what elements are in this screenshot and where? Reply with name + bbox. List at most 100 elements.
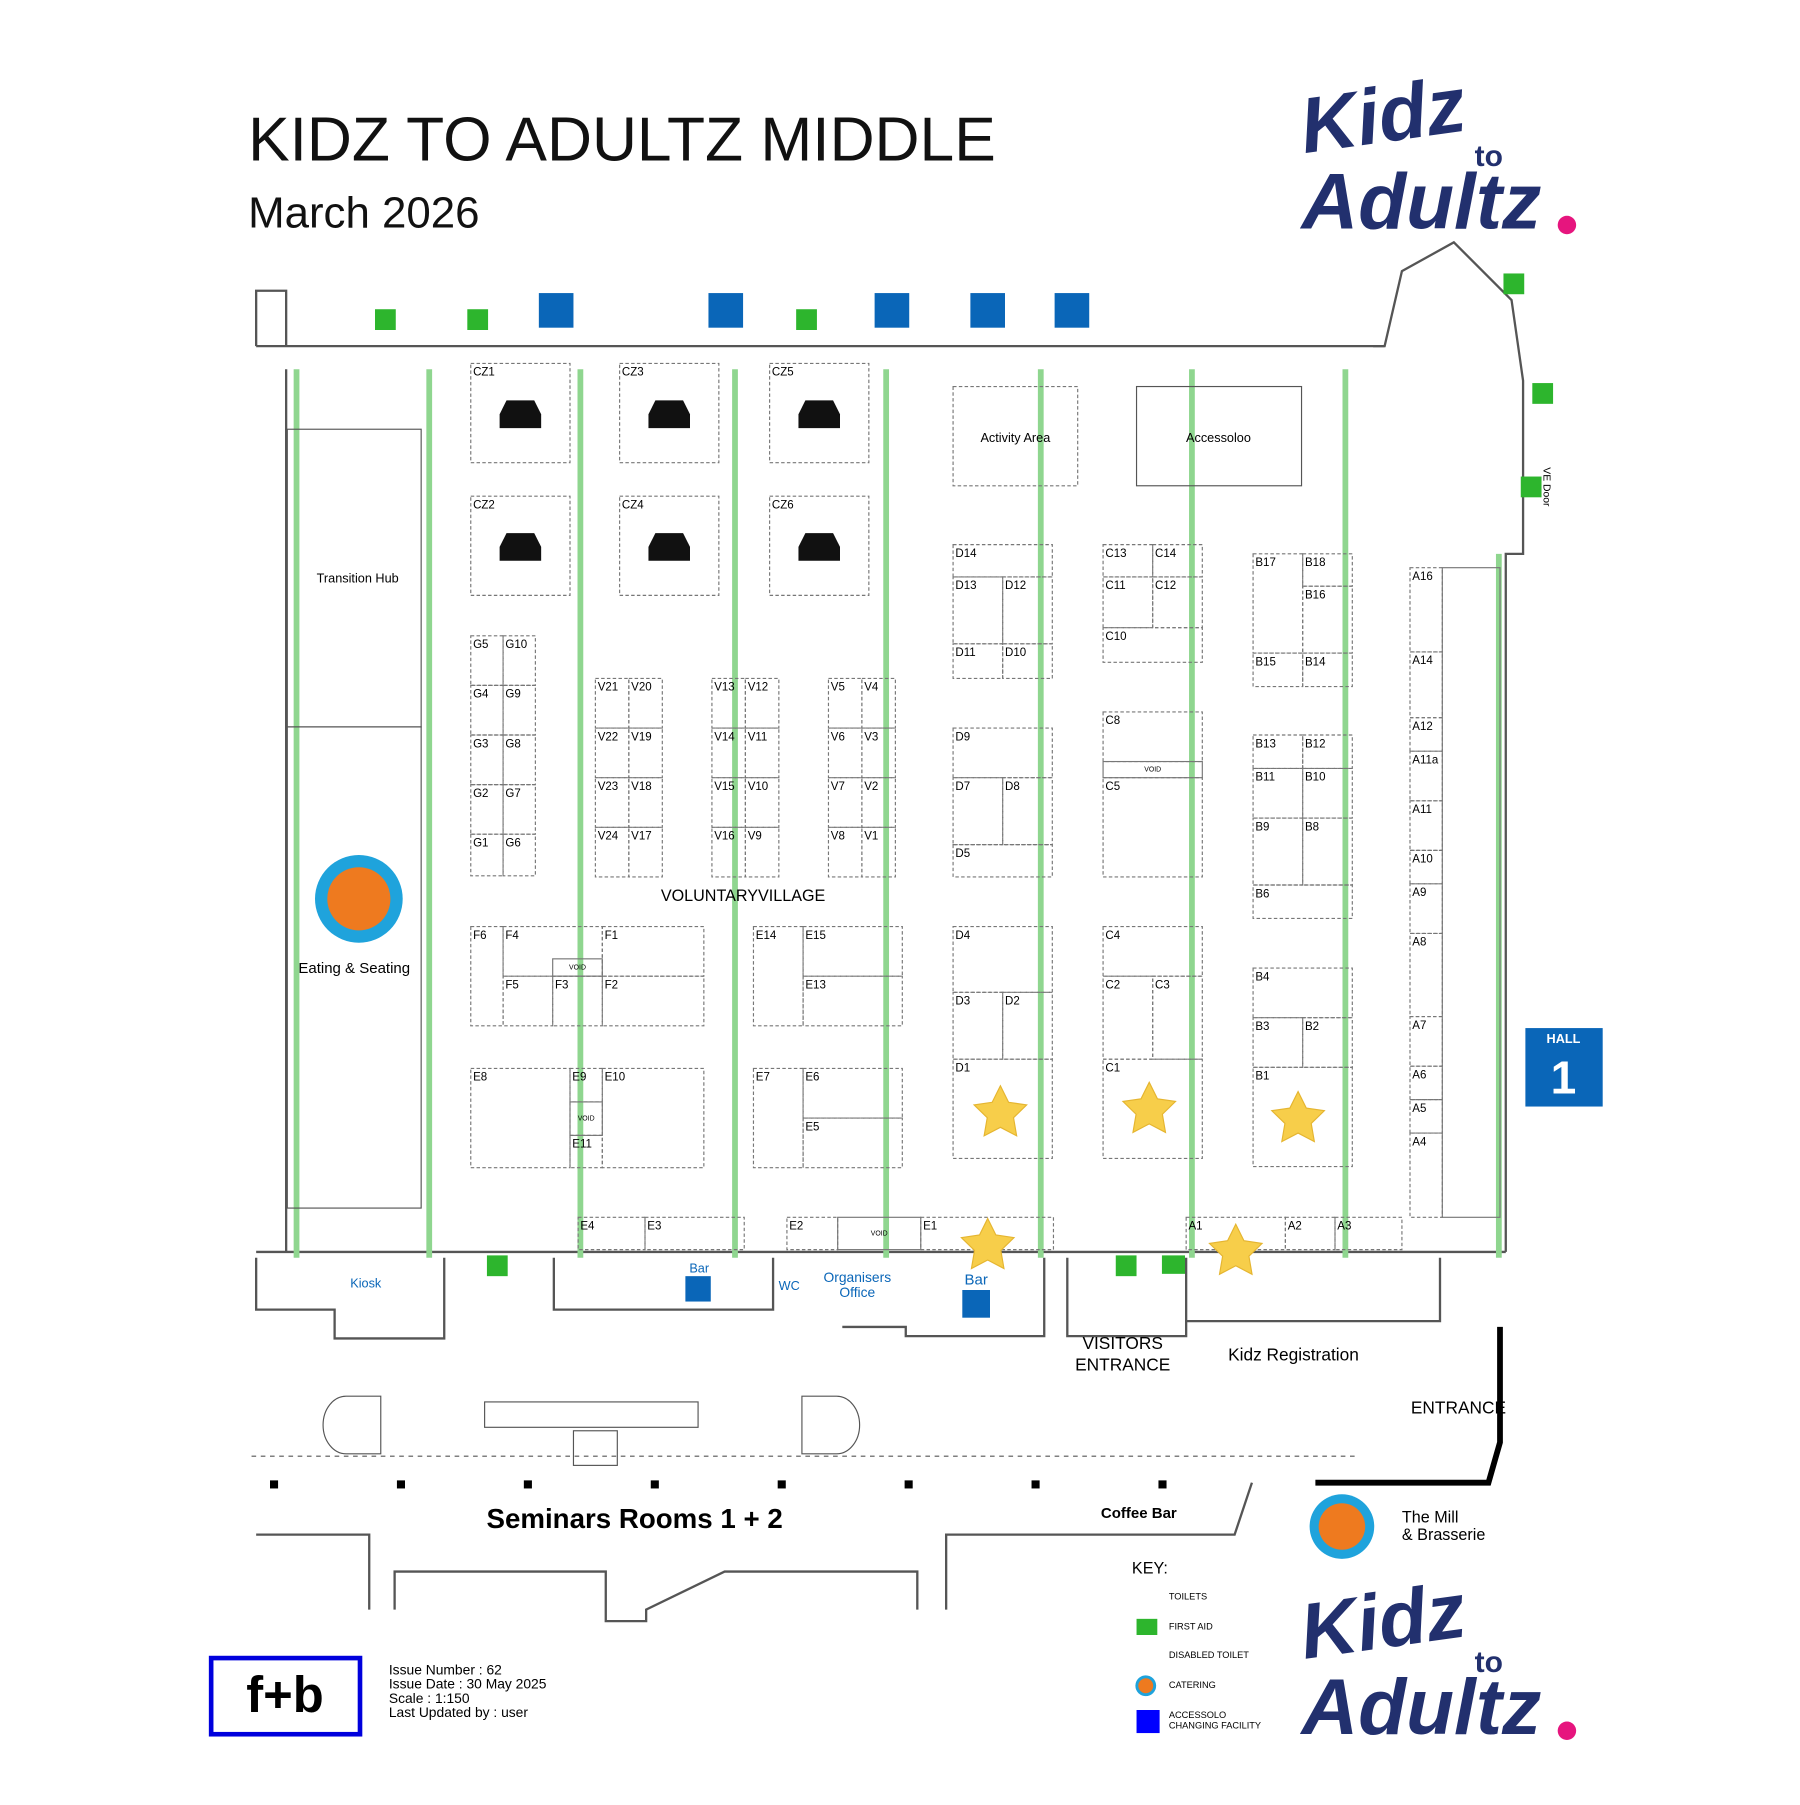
booth-label: G3 [473,738,488,750]
booth-label: C13 [1105,548,1126,560]
booth-label: V18 [631,781,652,793]
booth [744,826,780,878]
booth-label: A6 [1412,1069,1426,1081]
aisle-lines [293,369,1502,1258]
booth-label: V9 [748,831,762,843]
booth [1252,1066,1353,1168]
catering-icon-inner [327,867,391,931]
issue-line: Issue Date : 30 May 2025 [389,1676,547,1692]
booth [1302,817,1353,886]
booth-label: E4 [580,1221,595,1233]
void-label: VOID [578,1115,595,1122]
booth [952,844,1053,878]
catering-icon-inner [1138,1678,1154,1694]
booth-label: E14 [756,930,777,942]
catering-icon-inner [1318,1503,1366,1550]
booth-label: G7 [505,788,520,800]
booth-label: B10 [1305,772,1326,784]
key-item: DISABLED TOILET [1169,1650,1249,1660]
booth [744,727,780,779]
booth-label: V16 [714,831,735,843]
key-item: CATERING [1169,1680,1216,1690]
booth-label: E8 [473,1072,487,1084]
walls [251,240,1525,1623]
booth-label: CZ1 [473,367,495,379]
booth-label: C5 [1105,781,1120,793]
area-label: The Mill [1402,1509,1459,1527]
booth [1102,1058,1203,1160]
booth [470,784,504,835]
logo-to: to [1475,1646,1503,1679]
booth-label: D12 [1005,580,1026,592]
booth-label: A12 [1412,721,1433,733]
booth-label: G9 [505,689,520,701]
booth-label: C2 [1105,979,1120,991]
booth [577,1216,646,1251]
booth-label: F1 [605,930,618,942]
booth-label: B3 [1255,1021,1269,1033]
area-label: Accessoloo [1186,431,1251,445]
booth [470,734,504,786]
booth [1152,975,1203,1060]
booth [1334,1216,1403,1251]
booth-label: CZ5 [772,367,794,379]
key-item: ACCESSOLO [1169,1710,1226,1720]
logo-kidz: Kidz [1295,60,1471,170]
booth-label: G4 [473,689,489,701]
booth-label: E2 [789,1221,803,1233]
booth [601,925,705,977]
booth-label: D13 [955,580,976,592]
booth-label: B12 [1305,738,1326,750]
booth [619,495,720,596]
booth-label: A8 [1412,937,1426,949]
booth-label: A1 [1188,1221,1202,1233]
star [972,1084,1028,1137]
car-icon [798,400,840,429]
booth-label: V20 [631,682,652,694]
void [552,958,603,977]
booth-label: V23 [598,781,619,793]
area-label: & Brasserie [1402,1526,1485,1544]
booth-label: D7 [955,781,970,793]
booth-label: V21 [598,682,619,694]
booth-label: C1 [1105,1063,1120,1075]
booth-label: F4 [505,930,519,942]
logo-to: to [1475,140,1503,173]
booth [502,975,554,1027]
area-label: Kidz Registration [1228,1344,1359,1364]
booth-label: E9 [572,1072,586,1084]
booth [1152,576,1203,629]
booth [861,777,896,828]
logo-adultz: Adultz [1300,157,1542,245]
booth [619,362,720,464]
booth-label: E1 [923,1221,937,1233]
car-icon [499,400,542,429]
booth [952,1058,1053,1160]
booth-label: C11 [1105,580,1125,592]
booth-label: B1 [1255,1071,1269,1083]
hall-number: 1 [1551,1051,1577,1103]
booth-label: V24 [598,831,619,843]
booth-label: C10 [1105,631,1126,643]
star [1270,1090,1326,1143]
booth-label: G6 [505,838,520,850]
booth-label: A2 [1288,1221,1302,1233]
booth [802,1117,903,1169]
a-strip [1441,567,1501,1218]
booth [1302,652,1353,688]
booth [1409,883,1443,935]
logo-dot [1557,215,1577,235]
star [1208,1222,1264,1276]
booth-label: CZ6 [772,499,794,511]
booth-label: D10 [1005,647,1026,659]
booth-label: V6 [831,731,845,743]
booth-label: A11 [1412,804,1432,816]
booth [502,833,536,877]
logo-kidz: Kidz [1295,1566,1471,1676]
car-icon [798,533,840,561]
booth-label: V2 [864,781,878,793]
issue-line: Scale : 1:150 [389,1690,470,1706]
booth-label: A4 [1412,1136,1427,1148]
hall-label: HALL [1547,1032,1581,1046]
